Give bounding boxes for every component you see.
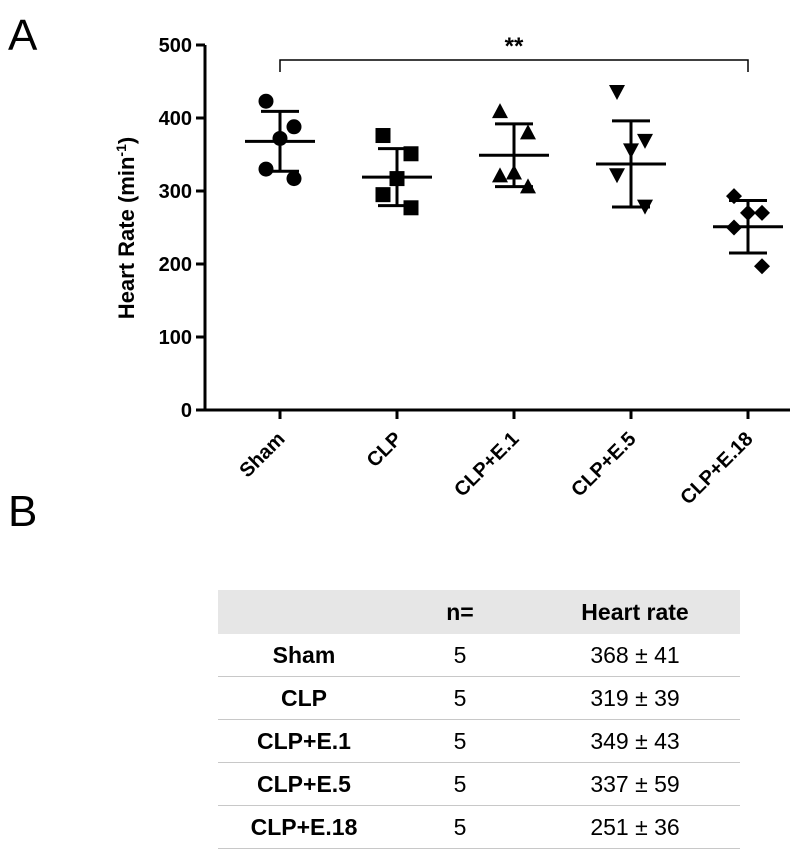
data-point-triangle-down (637, 133, 653, 149)
table-cell-heart-rate: 337 ± 59 (530, 762, 740, 806)
data-point-circle (272, 130, 288, 146)
axes: 0 100 200 300 400 500 Sham CLP CLP+E.1 CLP+E.5 CLP… (159, 35, 790, 509)
y-axis-label-close: ) (114, 137, 139, 144)
table-cell-n: 5 (390, 634, 530, 677)
panel-a-letter: A (8, 11, 38, 60)
data-point-square (375, 128, 391, 144)
table-header-row: n= Heart rate (218, 590, 740, 634)
data-point-circle (286, 119, 302, 135)
significance-bracket: ** (279, 33, 749, 72)
table-row: CLP+E.5 5 337 ± 59 (218, 762, 740, 806)
table-cell-n: 5 (390, 676, 530, 720)
data-point-circle (258, 161, 274, 177)
table-row: CLP+E.18 5 251 ± 36 (218, 805, 740, 849)
table-row: CLP 5 319 ± 39 (218, 676, 740, 720)
data-point-triangle-up (520, 178, 536, 194)
heart-rate-chart: A Heart Rate (min-1) 0 100 200 300 400 500 Sha… (8, 11, 790, 509)
data-point-diamond (754, 258, 770, 275)
table-header-n: n= (390, 590, 530, 634)
data-point-square (403, 146, 419, 162)
data-point-triangle-down (637, 199, 653, 215)
y-tick-label: 0 (181, 400, 192, 422)
table-cell-n: 5 (390, 762, 530, 806)
data-point-diamond (726, 219, 742, 236)
group-clp-e-1 (479, 103, 549, 194)
x-tick-label: CLP (363, 428, 407, 472)
data-point-diamond (740, 204, 756, 221)
y-axis-label: Heart Rate (min-1) (113, 137, 139, 319)
table-header-heart-rate: Heart rate (530, 590, 740, 634)
y-axis-label-superscript: -1 (113, 144, 129, 157)
chart-marks (245, 84, 783, 275)
data-point-diamond (726, 188, 742, 205)
data-point-triangle-down (609, 168, 625, 184)
table-cell-heart-rate: 368 ± 41 (530, 634, 740, 677)
group-clp-e-5 (596, 84, 666, 215)
table-cell-group: CLP+E.5 (218, 762, 390, 806)
table-cell-group: Sham (218, 634, 390, 677)
group-clp (362, 128, 432, 216)
data-point-square (375, 187, 391, 203)
data-point-triangle-up (492, 167, 508, 183)
group-clp-e-18 (713, 188, 783, 275)
table-cell-group: CLP+E.18 (218, 805, 390, 849)
panel-b-letter: B (8, 487, 38, 536)
data-point-triangle-up (492, 103, 508, 119)
table-cell-n: 5 (390, 719, 530, 763)
table-row: Sham 5 368 ± 41 (218, 634, 740, 677)
table-cell-heart-rate: 349 ± 43 (530, 719, 740, 763)
summary-table: n= Heart rate Sham 5 368 ± 41 CLP 5 319 ± 39 C… (218, 590, 740, 849)
table-row: CLP+E.1 5 349 ± 43 (218, 719, 740, 763)
table-cell-heart-rate: 251 ± 36 (530, 805, 740, 849)
y-tick-label: 300 (159, 181, 192, 203)
data-point-diamond (754, 204, 770, 221)
y-axis-label-text: Heart Rate (min (114, 157, 139, 320)
x-tick-label: CLP+E.1 (450, 428, 523, 501)
data-point-circle (286, 171, 302, 187)
group-sham (245, 93, 315, 187)
table-cell-group: CLP (218, 676, 390, 720)
y-tick-label: 200 (159, 254, 192, 276)
data-point-triangle-down (609, 84, 625, 100)
data-point-square (403, 200, 419, 216)
x-tick-label: CLP+E.5 (567, 428, 640, 501)
data-point-triangle-up (506, 164, 522, 180)
significance-line (279, 59, 749, 72)
table-cell-heart-rate: 319 ± 39 (530, 676, 740, 720)
data-point-triangle-up (520, 124, 536, 140)
table-header-group (218, 590, 390, 634)
y-tick-label: 400 (159, 108, 192, 130)
table-cell-n: 5 (390, 805, 530, 849)
y-tick-label: 100 (159, 327, 192, 349)
x-tick-label: Sham (235, 428, 289, 482)
data-point-circle (258, 93, 274, 109)
data-point-triangle-down (623, 143, 639, 159)
x-tick-label: CLP+E.18 (676, 428, 757, 509)
significance-label: ** (505, 33, 524, 60)
table-cell-group: CLP+E.1 (218, 719, 390, 763)
data-point-square (389, 171, 405, 187)
y-tick-label: 500 (159, 35, 192, 57)
